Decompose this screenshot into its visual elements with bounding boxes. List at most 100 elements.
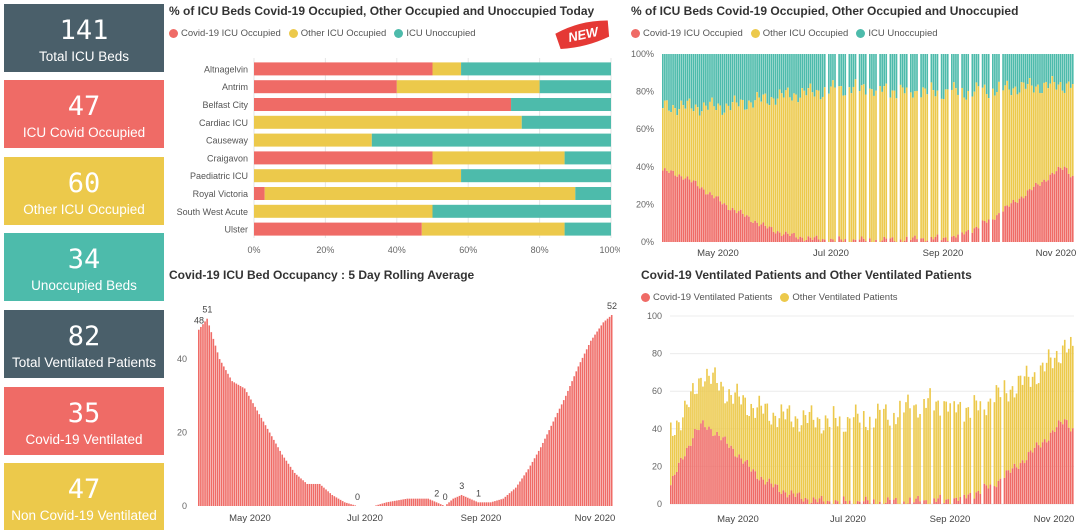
rolling-bar	[562, 400, 565, 506]
covid-bar	[977, 228, 980, 242]
rolling-bar	[583, 353, 586, 506]
other-bar	[1024, 88, 1027, 196]
covid-bar	[994, 219, 996, 242]
other-ventilated-bar	[987, 401, 990, 489]
covid-ventilated-bar	[975, 492, 978, 504]
covid-ventilated-bar	[782, 490, 785, 504]
covid-ventilated-bar	[792, 493, 795, 504]
other-ventilated-bar	[907, 394, 909, 504]
unoccupied-bar	[981, 54, 984, 88]
other-ventilated-bar	[694, 394, 696, 430]
x-tick-label: Jul 2020	[813, 248, 849, 258]
bar-segment	[432, 151, 565, 165]
covid-bar	[838, 236, 840, 242]
covid-bar	[1059, 168, 1062, 242]
rolling-bar	[287, 463, 290, 506]
covid-ventilated-bar	[748, 466, 750, 504]
other-ventilated-bar	[1019, 375, 1022, 464]
unoccupied-bar	[936, 54, 939, 91]
other-ventilated-bar	[732, 403, 734, 449]
other-ventilated-bar	[905, 402, 907, 504]
covid-bar	[975, 226, 978, 242]
other-bar	[799, 97, 801, 237]
covid-bar	[682, 179, 685, 242]
covid-ventilated-bar	[736, 457, 738, 504]
covid-bar	[700, 187, 703, 242]
covid-ventilated-bar	[746, 459, 748, 504]
unoccupied-bar	[844, 54, 847, 96]
rolling-bar	[279, 450, 281, 506]
rolling-bar	[266, 428, 269, 506]
unoccupied-bar	[1024, 54, 1027, 89]
unoccupied-bar	[733, 54, 736, 96]
other-bar	[1041, 93, 1043, 183]
other-bar	[711, 97, 713, 196]
other-bar	[832, 80, 834, 240]
covid-bar	[885, 238, 888, 242]
other-bar	[883, 86, 886, 237]
covid-ventilated-bar	[790, 490, 793, 504]
covid-ventilated-bar	[700, 423, 702, 504]
unoccupied-bar	[770, 54, 773, 98]
bar-segment	[575, 187, 611, 200]
other-ventilated-bar	[766, 403, 769, 482]
covid-ventilated-bar	[802, 501, 805, 504]
unoccupied-bar	[1055, 54, 1058, 90]
covid-bar	[780, 236, 783, 242]
unoccupied-bar	[879, 54, 881, 87]
other-bar	[1033, 92, 1035, 187]
rolling-bar	[602, 322, 605, 506]
rolling-bar	[310, 483, 313, 506]
other-ventilated-bar	[692, 383, 694, 439]
unoccupied-bar	[961, 54, 963, 88]
covid-ventilated-bar	[903, 501, 905, 504]
rolling-bar	[431, 500, 434, 506]
covid-ventilated-bar	[728, 447, 730, 504]
covid-ventilated-bar	[672, 476, 674, 504]
new-badge-shape	[555, 20, 610, 49]
other-ventilated-bar	[953, 401, 956, 499]
rolling-bar	[302, 480, 304, 506]
rolling-bar	[525, 472, 527, 506]
other-bar	[702, 102, 705, 190]
other-ventilated-bar	[744, 397, 746, 462]
covid-ventilated-bar	[692, 438, 694, 504]
covid-ventilated-bar	[814, 499, 817, 504]
covid-bar	[815, 235, 818, 242]
other-ventilated-bar	[1051, 368, 1054, 431]
rolling-bar	[325, 489, 327, 506]
covid-bar	[1004, 206, 1006, 242]
other-ventilated-bar	[899, 400, 901, 504]
covid-ventilated-bar	[1033, 447, 1036, 504]
unoccupied-bar	[700, 54, 703, 112]
other-bar	[760, 101, 763, 225]
covid-ventilated-bar	[780, 493, 783, 504]
other-ventilated-bar	[957, 404, 960, 501]
unoccupied-bar	[860, 54, 863, 86]
covid-ventilated-bar	[848, 500, 851, 504]
legend-text: Covid-19 ICU Occupied	[643, 28, 743, 39]
covid-bar	[893, 241, 896, 242]
covid-bar	[914, 235, 916, 242]
unoccupied-bar	[674, 54, 676, 109]
kpi-icu-covid-occupied: 47 ICU Covid Occupied	[4, 80, 164, 148]
unoccupied-bar	[1049, 54, 1052, 84]
other-ventilated-bar	[742, 395, 744, 464]
covid-ventilated-bar	[1009, 472, 1012, 504]
other-ventilated-bar	[754, 417, 757, 472]
other-bar	[1065, 83, 1068, 169]
covid-bar	[754, 220, 756, 242]
covid-bar	[862, 238, 865, 242]
unoccupied-bar	[793, 54, 795, 94]
covid-bar	[957, 234, 959, 242]
other-bar	[963, 97, 965, 235]
covid-bar	[664, 168, 666, 242]
covid-bar	[801, 237, 804, 242]
other-bar	[914, 91, 916, 236]
legend-item-unoccupied: ICU Unoccupied	[856, 28, 938, 39]
unoccupied-bar	[830, 54, 832, 87]
y-tick-label: 40%	[636, 162, 654, 172]
unoccupied-bar	[684, 54, 687, 109]
covid-ventilated-bar	[778, 491, 781, 504]
category-label: Belfast City	[202, 100, 248, 110]
